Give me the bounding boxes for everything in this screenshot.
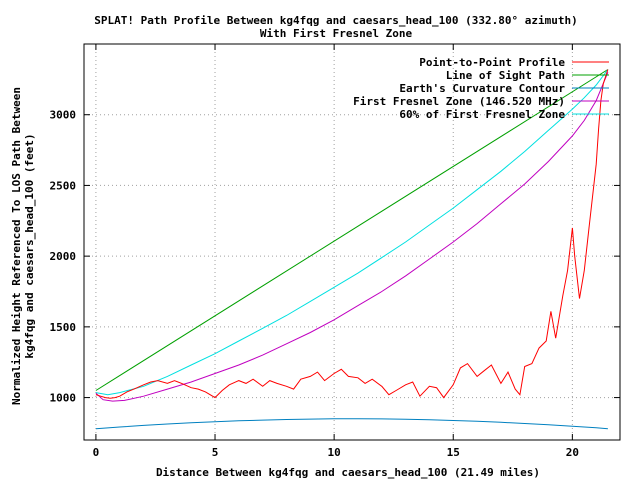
axis-ticks: 0 5 10 15 20 1000 1500 2000 2500 3000 — [50, 44, 620, 459]
series-line-3 — [95, 72, 609, 402]
x-tick-label: 20 — [566, 446, 579, 459]
legend-label: Point-to-Point Profile — [419, 56, 565, 69]
x-tick-label: 5 — [212, 446, 219, 459]
chart-title: SPLAT! Path Profile Between kg4fqg and c… — [94, 14, 577, 27]
chart-subtitle: With First Fresnel Zone — [260, 27, 413, 40]
series-line-1 — [95, 69, 609, 391]
x-tick-label: 0 — [93, 446, 100, 459]
x-tick-label: 10 — [328, 446, 341, 459]
y-tick-label: 2000 — [50, 250, 77, 263]
y-tick-label: 1000 — [50, 392, 77, 405]
series-line-4 — [95, 69, 609, 396]
x-axis-label: Distance Between kg4fqg and caesars_head… — [156, 466, 540, 479]
series-group — [95, 69, 609, 430]
legend-label: 60% of First Fresnel Zone — [399, 108, 565, 121]
y-axis-label-line1: Normalized Height Referenced To LOS Path… — [10, 87, 23, 405]
legend-label: Line of Sight Path — [446, 69, 565, 82]
y-tick-label: 2500 — [50, 179, 77, 192]
plot-frame — [83, 43, 621, 441]
y-axis-label-line2: kg4fqg and caesars_head_100 (feet) — [23, 133, 36, 358]
series-line-2 — [95, 418, 608, 430]
legend-label: Earth's Curvature Contour — [399, 82, 565, 95]
y-tick-label: 3000 — [50, 109, 77, 122]
x-tick-label: 15 — [447, 446, 460, 459]
grid — [84, 44, 620, 440]
y-tick-label: 1500 — [50, 321, 77, 334]
legend-label: First Fresnel Zone (146.520 MHz) — [353, 95, 565, 108]
series-line-0 — [95, 69, 609, 399]
